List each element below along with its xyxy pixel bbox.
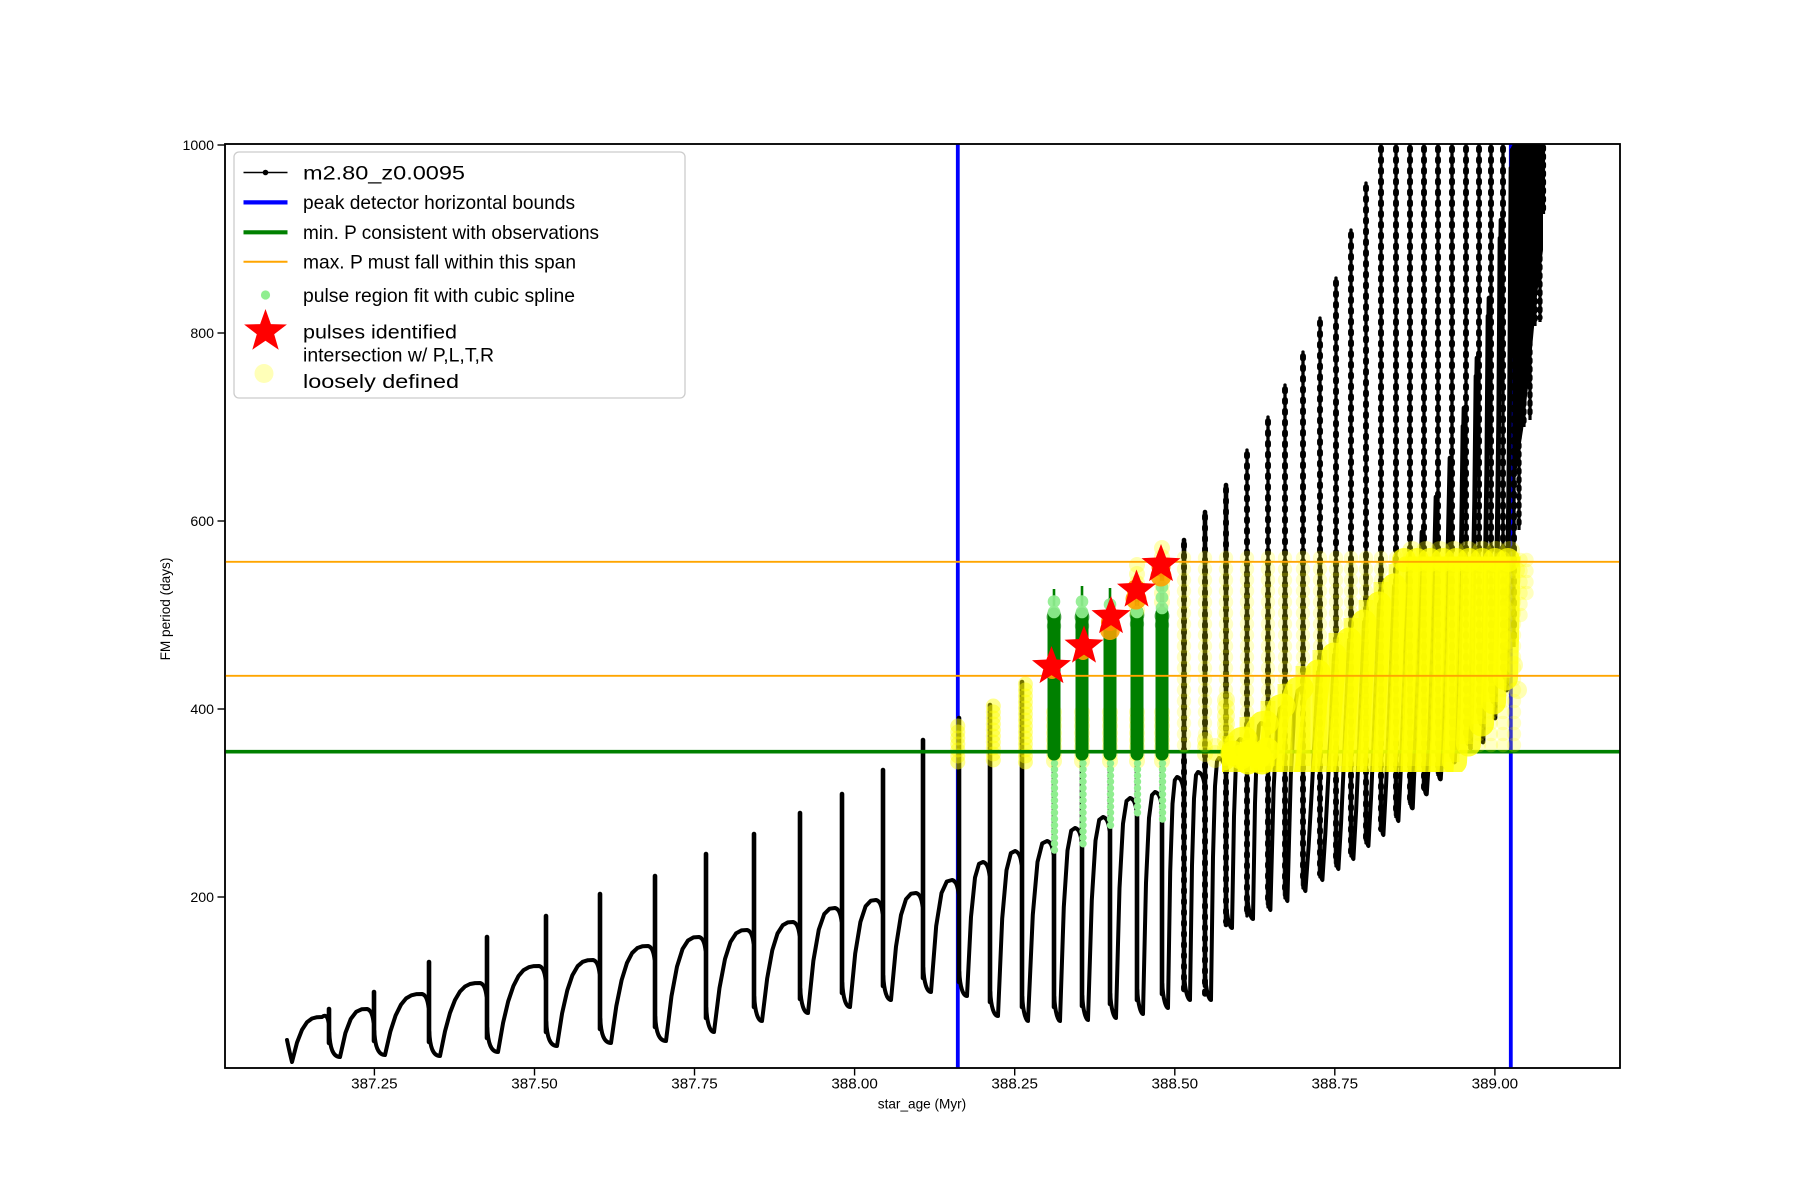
svg-text:600: 600	[190, 514, 214, 530]
svg-text:389.00: 389.00	[1472, 1077, 1519, 1093]
svg-text:388.75: 388.75	[1312, 1077, 1359, 1093]
svg-text:400: 400	[190, 702, 214, 718]
svg-text:pulses identified: pulses identified	[303, 321, 457, 343]
svg-text:FM period (days): FM period (days)	[158, 558, 173, 661]
svg-text:loosely defined: loosely defined	[303, 371, 459, 393]
svg-text:387.75: 387.75	[671, 1077, 718, 1093]
svg-text:200: 200	[190, 890, 214, 906]
svg-text:800: 800	[190, 326, 214, 342]
svg-text:peak detector horizontal bound: peak detector horizontal bounds	[303, 192, 575, 214]
svg-text:387.25: 387.25	[351, 1077, 398, 1093]
svg-text:387.50: 387.50	[511, 1077, 558, 1093]
svg-text:388.00: 388.00	[831, 1077, 878, 1093]
svg-text:max. P must fall within this s: max. P must fall within this span	[303, 252, 576, 274]
svg-text:m2.80_z0.0095: m2.80_z0.0095	[303, 162, 465, 184]
svg-text:pulse region fit with cubic sp: pulse region fit with cubic spline	[303, 285, 575, 307]
svg-text:388.25: 388.25	[991, 1077, 1038, 1093]
svg-text:388.50: 388.50	[1152, 1077, 1199, 1093]
svg-text:1000: 1000	[182, 138, 214, 154]
svg-text:star_age (Myr): star_age (Myr)	[878, 1097, 966, 1112]
svg-text:intersection w/ P,L,T,R: intersection w/ P,L,T,R	[303, 344, 494, 366]
svg-text:min. P consistent with observa: min. P consistent with observations	[303, 222, 599, 244]
